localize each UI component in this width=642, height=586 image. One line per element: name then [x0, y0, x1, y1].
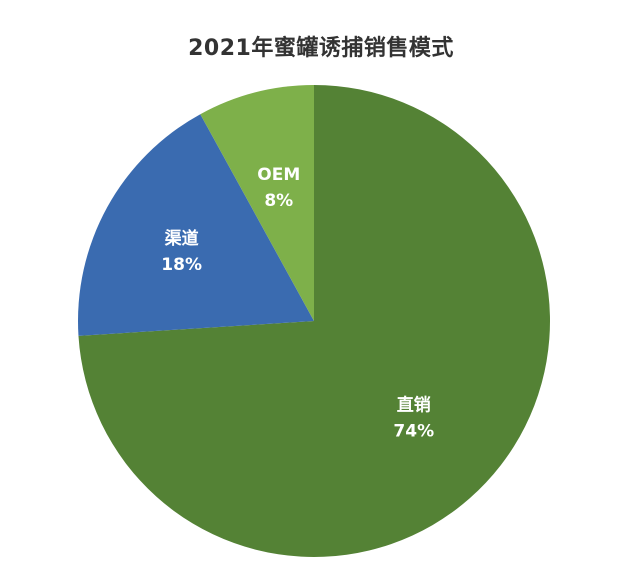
pie-slice-0 [78, 85, 550, 557]
chart-title: 2021年蜜罐诱捕销售模式 [188, 36, 454, 61]
slice-label-2: OEM [257, 165, 300, 185]
pie-slice-1 [78, 114, 314, 336]
slice-percent-0: 74% [393, 422, 434, 442]
slice-label-1: 渠道 [164, 228, 199, 249]
slice-percent-2: 8% [264, 191, 293, 211]
pie-slice-2 [200, 85, 314, 321]
slice-label-0: 直销 [397, 395, 431, 416]
slice-percent-1: 18% [161, 255, 202, 275]
